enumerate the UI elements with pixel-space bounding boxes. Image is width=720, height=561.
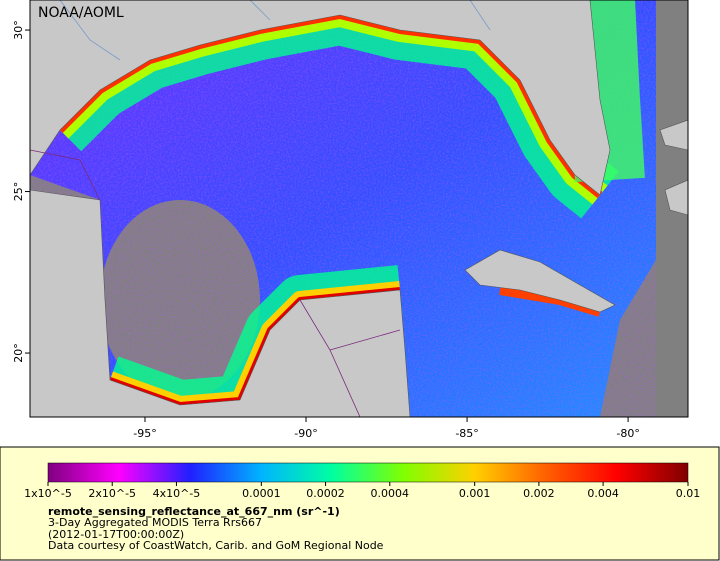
colorbar-tick-label: 0.004 (587, 487, 619, 500)
colorbar (47, 462, 689, 483)
map-frame (29, 0, 689, 418)
land (30, 0, 688, 417)
y-tick-label: 30° (12, 20, 25, 40)
x-tick-label: -85° (455, 427, 478, 440)
map (30, 0, 688, 417)
y-tick-label: 25° (12, 182, 25, 202)
colorbar-tick-label: 1x10^-5 (24, 487, 72, 500)
legend-time: (2012-01-17T00:00:00Z) (48, 528, 184, 541)
colorbar-tick-label: 2x10^-5 (88, 487, 136, 500)
map-credit: NOAA/AOML (38, 5, 124, 21)
colorbar-tick-label: 0.0004 (371, 487, 410, 500)
y-tick-label: 20° (12, 343, 25, 363)
colorbar-tick-label: 0.0002 (306, 487, 345, 500)
colorbar-tick-label: 0.01 (676, 487, 701, 500)
colorbar-tick-label: 4x10^-5 (153, 487, 201, 500)
colorbar-tick-label: 0.002 (523, 487, 555, 500)
x-tick-label: -80° (616, 427, 639, 440)
legend-variable: remote_sensing_reflectance_at_667_nm (sr… (48, 505, 340, 518)
x-tick-label: -95° (133, 427, 156, 440)
legend-description: 3-Day Aggregated MODIS Terra Rrs667 (48, 516, 262, 529)
colorbar-tick-label: 0.001 (459, 487, 491, 500)
legend-credit: Data courtesy of CoastWatch, Carib. and … (48, 539, 384, 552)
borders (30, 149, 401, 417)
colorbar-tick-label: 0.0001 (242, 487, 281, 500)
rivers (59, 0, 491, 61)
x-tick-label: -90° (294, 427, 317, 440)
